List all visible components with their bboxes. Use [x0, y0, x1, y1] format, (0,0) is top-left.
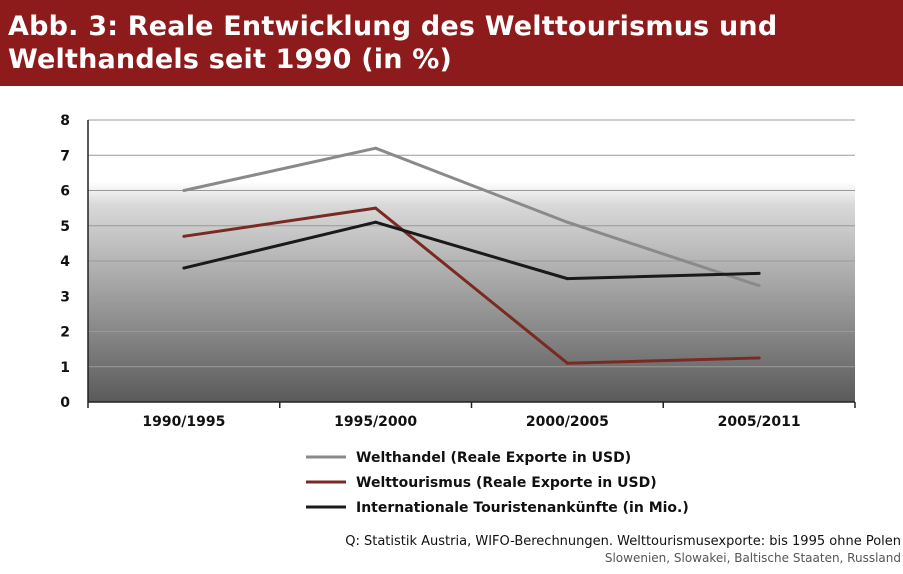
data-point: [757, 284, 761, 288]
source-note: Q: Statistik Austria, WIFO-Berechnungen.…: [345, 533, 901, 567]
chart-header: Abb. 3: Reale Entwicklung des Welttouris…: [0, 0, 903, 86]
y-tick-label: 3: [60, 289, 70, 305]
data-point: [565, 277, 569, 281]
data-point: [757, 356, 761, 360]
data-point: [374, 206, 378, 210]
x-tick-label: 1995/2000: [334, 414, 417, 430]
y-tick-label: 6: [60, 184, 70, 200]
x-tick-label: 2005/2011: [718, 414, 801, 430]
line-chart: 0 1 2 3 4 5 6 7 8 1990/1995 1995/2000 2000/2005 2005…: [60, 113, 856, 516]
data-point: [757, 271, 761, 275]
y-tick-label: 2: [60, 325, 70, 341]
y-tick-label: 1: [60, 360, 70, 376]
series-line-3: [183, 220, 760, 281]
x-tick-label: 1990/1995: [142, 414, 225, 430]
source-line-1: Q: Statistik Austria, WIFO-Berechnungen.…: [345, 534, 901, 549]
data-point: [565, 220, 569, 224]
legend-label-2: Welttourismus (Reale Exporte in USD): [356, 475, 657, 491]
source-line-2: Slowenien, Slowakei, Baltische Staaten, …: [604, 551, 901, 565]
y-tick-label: 4: [60, 254, 70, 270]
data-point: [374, 220, 378, 224]
x-tick-label: 2000/2005: [526, 414, 609, 430]
data-point: [182, 266, 186, 270]
series-line-1: [183, 146, 760, 288]
chart-title: Abb. 3: Reale Entwicklung des Welttouris…: [8, 11, 778, 75]
data-point: [182, 189, 186, 192]
data-point: [565, 361, 569, 365]
series-line-2: [183, 206, 760, 365]
y-tick-label: 8: [60, 113, 70, 129]
data-point: [182, 234, 186, 238]
y-tick-label: 0: [60, 395, 70, 411]
y-tick-label: 7: [60, 148, 70, 164]
y-tick-label: 5: [60, 219, 70, 235]
data-point: [374, 146, 378, 150]
legend-label-3: Internationale Touristenankünfte (in Mio…: [356, 500, 689, 516]
legend-label-1: Welthandel (Reale Exporte in USD): [356, 450, 631, 466]
